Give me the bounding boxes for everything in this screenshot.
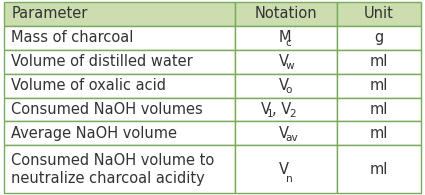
Text: V: V	[279, 162, 289, 177]
Text: Mass of charcoal: Mass of charcoal	[11, 30, 133, 45]
Bar	[4, 74, 235, 98]
Bar	[4, 145, 235, 193]
Text: V: V	[261, 102, 271, 117]
Text: Notation: Notation	[255, 6, 318, 21]
Bar	[337, 121, 421, 145]
Bar	[337, 2, 421, 26]
Bar	[235, 50, 337, 74]
Text: n: n	[286, 174, 292, 184]
Bar	[337, 74, 421, 98]
Text: 2: 2	[289, 109, 296, 119]
Text: ml: ml	[370, 78, 388, 93]
Text: c: c	[286, 38, 292, 48]
Text: V: V	[279, 78, 289, 93]
Bar	[235, 121, 337, 145]
Bar	[235, 145, 337, 193]
Bar	[337, 98, 421, 121]
Text: Unit: Unit	[364, 6, 394, 21]
Text: Volume of distilled water: Volume of distilled water	[11, 54, 193, 69]
Bar	[337, 26, 421, 50]
Text: av: av	[286, 133, 298, 143]
Bar	[235, 26, 337, 50]
Bar	[235, 2, 337, 26]
Text: Consumed NaOH volume to
neutralize charcoal acidity: Consumed NaOH volume to neutralize charc…	[11, 153, 215, 186]
Bar	[4, 98, 235, 121]
Bar	[337, 50, 421, 74]
Text: ml: ml	[370, 54, 388, 69]
Text: Average NaOH volume: Average NaOH volume	[11, 126, 177, 141]
Text: Consumed NaOH volumes: Consumed NaOH volumes	[11, 102, 203, 117]
Bar	[4, 50, 235, 74]
Bar	[337, 145, 421, 193]
Text: M: M	[279, 30, 291, 45]
Text: ml: ml	[370, 102, 388, 117]
Text: ml: ml	[370, 162, 388, 177]
Bar	[4, 2, 235, 26]
Text: o: o	[286, 85, 292, 95]
Text: V: V	[279, 126, 289, 141]
Text: Volume of oxalic acid: Volume of oxalic acid	[11, 78, 166, 93]
Text: 1: 1	[267, 109, 274, 119]
Text: , V: , V	[272, 102, 291, 117]
Text: w: w	[286, 61, 294, 71]
Text: g: g	[374, 30, 384, 45]
Bar	[235, 98, 337, 121]
Text: ml: ml	[370, 126, 388, 141]
Bar	[4, 121, 235, 145]
Bar	[4, 26, 235, 50]
Bar	[235, 74, 337, 98]
Text: Parameter: Parameter	[11, 6, 88, 21]
Text: V: V	[279, 54, 289, 69]
